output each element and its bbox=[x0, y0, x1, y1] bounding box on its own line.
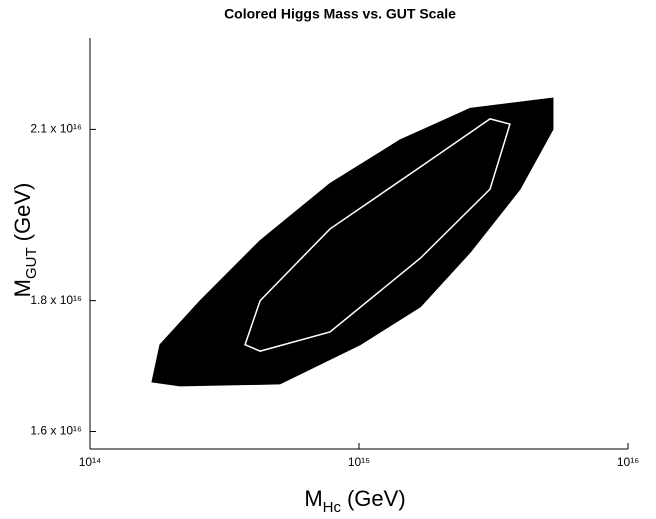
chart-title: Colored Higgs Mass vs. GUT Scale bbox=[224, 6, 456, 22]
region bbox=[151, 97, 554, 387]
region bbox=[244, 118, 511, 352]
x-label-unit: (GeV) bbox=[347, 486, 406, 511]
x-tick-label: 10¹⁵ bbox=[348, 455, 370, 469]
y-label-main: M bbox=[10, 279, 35, 297]
y-tick-label: 1.6 x 10¹⁶ bbox=[30, 424, 82, 438]
y-label-unit: (GeV) bbox=[10, 183, 35, 242]
y-axis-label: MGUT (GeV) bbox=[10, 183, 40, 298]
x-label-sub: Hc bbox=[323, 499, 342, 516]
x-axis-label: MHc (GeV) bbox=[304, 486, 405, 516]
x-label-main: M bbox=[304, 486, 322, 511]
x-tick-label: 10¹⁶ bbox=[617, 455, 639, 469]
x-tick-label: 10¹⁴ bbox=[79, 455, 102, 469]
y-label-sub: GUT bbox=[23, 247, 40, 279]
y-tick-label: 2.1 x 10¹⁶ bbox=[30, 122, 82, 136]
y-tick-label: 1.8 x 10¹⁶ bbox=[30, 293, 82, 307]
